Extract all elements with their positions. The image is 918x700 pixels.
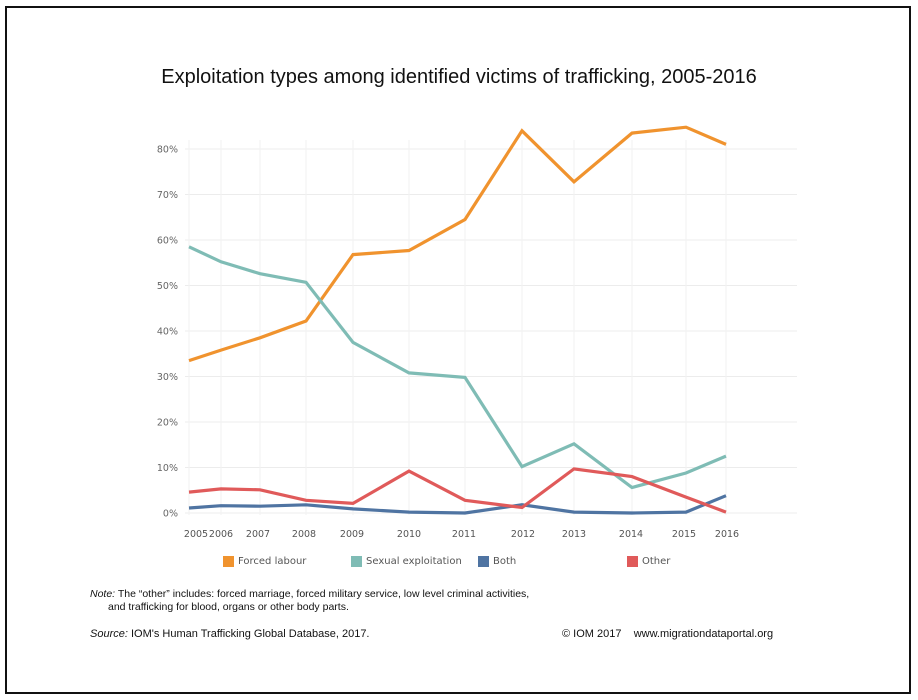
- note-lead: Note:: [90, 588, 116, 600]
- x-tick-label: 2015: [672, 529, 696, 540]
- legend-item-forced-labour: Forced labour: [223, 554, 306, 568]
- x-tick-label: 2014: [619, 529, 643, 540]
- legend-label-forced-labour: Forced labour: [238, 555, 307, 567]
- chart-source: Source: IOM's Human Trafficking Global D…: [90, 628, 370, 640]
- x-tick-label: 2013: [562, 529, 586, 540]
- y-tick-label: 50%: [157, 281, 178, 292]
- y-axis-ticks: 0% 10% 20% 30% 40% 50% 60% 70% 80%: [157, 145, 178, 520]
- source-lead: Source:: [90, 628, 128, 640]
- chart-credit: © IOM 2017 www.migrationdataportal.org: [562, 628, 774, 640]
- legend-label-sexual-exploitation: Sexual exploitation: [366, 555, 462, 567]
- x-tick-label: 2011: [452, 529, 476, 540]
- y-tick-label: 60%: [157, 236, 178, 247]
- note-line-1: The “other” includes: forced marriage, f…: [115, 588, 530, 600]
- series-line-both: [188, 494, 727, 515]
- legend-swatch-forced-labour: [223, 555, 234, 567]
- chart-note: Note: The “other” includes: forced marri…: [90, 588, 690, 614]
- legend-swatch-other: [627, 555, 638, 567]
- legend-item-both: Both: [478, 554, 516, 568]
- series-line-other: [188, 467, 727, 514]
- x-tick-label: 2007: [246, 529, 270, 540]
- legend-item-other: Other: [627, 554, 670, 568]
- note-line-2: and trafficking for blood, organs or oth…: [108, 601, 349, 613]
- legend-label-other: Other: [642, 555, 671, 567]
- legend-item-sexual-exploitation: Sexual exploitation: [351, 554, 462, 568]
- x-tick-label: 2012: [511, 529, 535, 540]
- x-tick-label: 2005: [184, 529, 208, 540]
- legend-label-both: Both: [493, 555, 517, 567]
- y-tick-label: 40%: [157, 327, 178, 338]
- y-tick-label: 30%: [157, 372, 178, 383]
- series-line-sexual-exploitation: [188, 245, 727, 490]
- y-tick-label: 80%: [157, 145, 178, 156]
- x-tick-label: 2010: [397, 529, 421, 540]
- grid-lines: [185, 140, 797, 515]
- x-tick-label: 2006: [209, 529, 233, 540]
- legend-swatch-sexual-exploitation: [351, 555, 362, 567]
- chart-title: Exploitation types among identified vict…: [161, 66, 757, 88]
- y-tick-label: 0%: [163, 509, 178, 520]
- y-tick-label: 20%: [157, 418, 178, 429]
- y-tick-label: 70%: [157, 190, 178, 201]
- source-text: IOM's Human Trafficking Global Database,…: [127, 628, 370, 640]
- legend-swatch-both: [478, 555, 489, 567]
- series-lines: [188, 125, 727, 515]
- x-tick-label: 2016: [715, 529, 739, 540]
- x-axis-ticks: 2005 2006 2007 2008 2009 2010 2011 2012 2013 2014…: [184, 529, 739, 540]
- series-line-forced-labour: [188, 125, 727, 363]
- x-tick-label: 2009: [340, 529, 364, 540]
- slide-frame: [5, 6, 911, 694]
- x-tick-label: 2008: [292, 529, 316, 540]
- y-tick-label: 10%: [157, 463, 178, 474]
